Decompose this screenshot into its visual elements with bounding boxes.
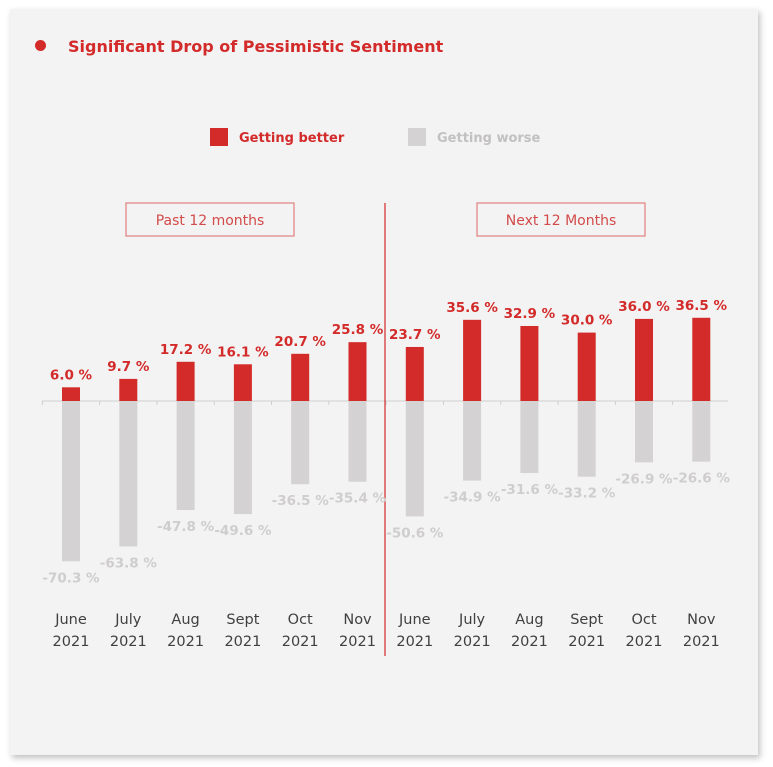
bar-worse [463, 401, 481, 481]
data-label-worse: -33.2 % [558, 486, 616, 502]
x-tick-label-year: 2021 [110, 634, 147, 650]
x-tick-label-month: Aug [515, 612, 543, 628]
x-tick-label-month: June [398, 612, 431, 628]
bar-better [177, 362, 195, 401]
x-tick-label-month: Oct [631, 612, 656, 628]
data-label-better: 17.2 % [160, 342, 212, 358]
bar-better [406, 347, 424, 401]
data-label-better: 6.0 % [50, 367, 93, 383]
x-tick-label-year: 2021 [282, 634, 319, 650]
x-tick-label-year: 2021 [396, 634, 433, 650]
x-tick-label-year: 2021 [568, 634, 605, 650]
x-tick-label-month: Aug [171, 612, 199, 628]
data-label-worse: -34.9 % [444, 490, 502, 506]
data-label-better: 23.7 % [389, 327, 441, 343]
data-label-worse: -26.9 % [615, 471, 673, 487]
data-label-worse: -47.8 % [157, 519, 215, 535]
bar-better [119, 379, 137, 401]
x-tick-label-month: Sept [226, 612, 259, 628]
data-label-better: 30.0 % [561, 313, 613, 329]
x-tick-label-month: Nov [687, 612, 716, 628]
data-label-better: 25.8 % [332, 322, 384, 338]
bar-worse [119, 401, 137, 546]
bar-better [578, 333, 596, 401]
bar-worse [578, 401, 596, 477]
bar-better [692, 318, 710, 401]
legend-label-better: Getting better [239, 131, 345, 146]
bar-worse [635, 401, 653, 462]
data-label-worse: -50.6 % [386, 525, 444, 541]
x-tick-label-month: Oct [288, 612, 313, 628]
bar-better [349, 342, 367, 401]
x-tick-label-year: 2021 [339, 634, 376, 650]
bar-better [234, 364, 252, 401]
x-tick-label-month: Sept [570, 612, 603, 628]
bar-better [463, 320, 481, 401]
data-label-worse: -31.6 % [501, 482, 559, 498]
data-label-better: 16.1 % [217, 344, 269, 360]
data-label-worse: -35.4 % [329, 491, 387, 507]
group-label-1: Past 12 months [156, 213, 265, 229]
bar-better [635, 319, 653, 401]
bar-better [291, 354, 309, 401]
data-label-better: 32.9 % [504, 306, 556, 322]
x-tick-label-year: 2021 [511, 634, 548, 650]
x-tick-label-month: June [54, 612, 87, 628]
data-label-better: 9.7 % [107, 359, 150, 375]
data-label-worse: -36.5 % [272, 493, 330, 509]
x-tick-label-year: 2021 [626, 634, 663, 650]
legend-swatch-worse [408, 128, 426, 146]
group-label-2: Next 12 Months [506, 213, 617, 229]
bar-worse [234, 401, 252, 514]
legend-swatch-better [210, 128, 228, 146]
x-tick-label-year: 2021 [683, 634, 720, 650]
data-label-better: 20.7 % [274, 334, 326, 350]
bar-worse [177, 401, 195, 510]
data-label-better: 36.5 % [676, 298, 728, 314]
bar-better [62, 387, 80, 401]
bar-better [520, 326, 538, 401]
data-label-better: 35.6 % [446, 300, 498, 316]
bar-worse [62, 401, 80, 561]
data-label-worse: -49.6 % [214, 523, 272, 539]
data-label-worse: -63.8 % [100, 555, 158, 571]
data-label-worse: -70.3 % [42, 570, 100, 586]
x-tick-label-year: 2021 [167, 634, 204, 650]
x-tick-label-month: July [458, 612, 485, 628]
x-tick-label-year: 2021 [454, 634, 491, 650]
legend-label-worse: Getting worse [437, 131, 541, 146]
data-label-better: 36.0 % [618, 299, 670, 315]
bar-worse [692, 401, 710, 462]
bar-worse [291, 401, 309, 484]
bar-worse [406, 401, 424, 516]
x-tick-label-month: July [114, 612, 141, 628]
data-label-worse: -26.6 % [673, 471, 731, 487]
x-tick-label-month: Nov [343, 612, 372, 628]
x-tick-label-year: 2021 [53, 634, 90, 650]
bar-chart: Getting better Getting worse Past 12 month… [0, 0, 773, 767]
bar-worse [349, 401, 367, 482]
x-tick-label-year: 2021 [224, 634, 261, 650]
bar-worse [520, 401, 538, 473]
